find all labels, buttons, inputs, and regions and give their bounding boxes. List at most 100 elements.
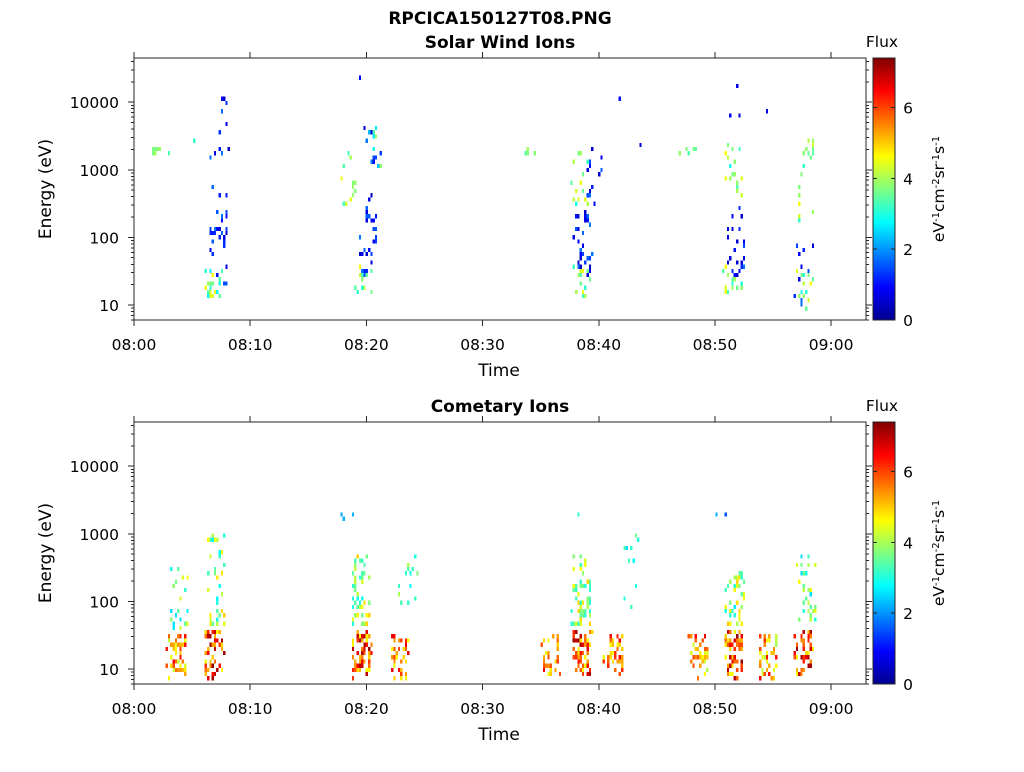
flux-cell	[577, 600, 580, 605]
flux-cell	[733, 604, 736, 609]
flux-cell	[374, 235, 378, 240]
y-tick-label: 10	[99, 661, 119, 679]
y-tick-label: 1000	[80, 162, 119, 180]
flux-cell	[614, 667, 617, 672]
flux-cell	[807, 298, 810, 303]
flux-cell	[738, 205, 741, 210]
flux-cell	[220, 638, 224, 643]
flux-cell	[738, 575, 741, 580]
flux-cell	[724, 512, 727, 517]
panel-title-cometary: Cometary Ions	[431, 397, 570, 417]
flux-cell	[358, 252, 362, 257]
flux-cell	[811, 243, 815, 248]
flux-cell	[729, 613, 732, 618]
flux-cell	[218, 277, 221, 282]
flux-cell	[211, 184, 214, 189]
flux-cell	[731, 609, 734, 614]
flux-cell	[685, 147, 688, 152]
flux-cell	[802, 638, 805, 643]
y-axis-label-cometary: Energy (eV)	[36, 503, 56, 603]
flux-cell	[736, 84, 739, 89]
flux-cell	[170, 567, 173, 572]
flux-cell	[358, 604, 362, 609]
flux-cell	[623, 596, 626, 601]
flux-cell	[393, 676, 396, 681]
flux-cell	[586, 663, 589, 668]
flux-cell	[356, 638, 359, 643]
flux-cell	[805, 651, 808, 656]
flux-cell	[726, 638, 730, 643]
flux-cell	[354, 588, 357, 593]
flux-cell	[809, 634, 812, 639]
flux-cell	[800, 672, 803, 677]
flux-cell	[809, 646, 812, 651]
flux-cell	[211, 252, 214, 257]
flux-cell	[802, 294, 805, 299]
flux-cell	[209, 294, 212, 299]
flux-cell	[588, 613, 592, 618]
flux-cell	[393, 663, 396, 668]
flux-cell	[602, 655, 605, 660]
flux-cell	[374, 155, 378, 160]
flux-cell	[354, 575, 357, 580]
flux-cell	[807, 268, 810, 273]
flux-cell	[726, 273, 730, 278]
flux-cell	[158, 147, 161, 152]
flux-cell	[172, 663, 175, 668]
flux-cell	[572, 646, 575, 651]
flux-cell	[416, 571, 419, 576]
flux-cell	[726, 142, 730, 147]
flux-cell	[172, 642, 175, 647]
flux-cell	[736, 676, 739, 681]
flux-cell	[363, 126, 366, 131]
flux-cell	[216, 226, 219, 231]
flux-cell	[775, 655, 778, 660]
flux-cell	[577, 659, 580, 664]
flux-cell	[729, 663, 732, 668]
flux-cell	[632, 558, 635, 563]
x-tick-label: 08:20	[344, 336, 389, 354]
flux-cell	[179, 646, 182, 651]
flux-cell	[809, 630, 812, 635]
flux-cell	[607, 659, 610, 664]
flux-cell	[593, 201, 596, 206]
flux-cell	[351, 583, 355, 588]
flux-cell	[374, 239, 378, 244]
flux-cell	[358, 264, 362, 269]
flux-cell	[365, 630, 368, 635]
axes-solar-wind: 08:00 08:10 08:20 08:30 08:40 08:50 09:00 10 100…	[70, 52, 872, 354]
flux-cell	[207, 630, 210, 635]
flux-cell	[358, 273, 362, 278]
flux-cell	[795, 642, 799, 647]
flux-cell	[361, 604, 364, 609]
flux-cell	[361, 596, 364, 601]
flux-cell	[209, 247, 212, 252]
flux-cell	[204, 659, 207, 664]
flux-cell	[351, 512, 355, 517]
flux-cell	[172, 667, 175, 672]
flux-cell	[354, 189, 357, 194]
flux-cell	[621, 667, 624, 672]
flux-cell	[731, 655, 734, 660]
flux-cell	[581, 231, 585, 236]
flux-cell	[811, 142, 815, 147]
flux-cell	[179, 663, 182, 668]
flux-cell	[588, 277, 592, 282]
flux-cell	[763, 642, 766, 647]
flux-cell	[726, 260, 730, 265]
flux-cell	[577, 638, 580, 643]
flux-cell	[726, 155, 730, 160]
x-tick-label: 08:00	[112, 700, 157, 718]
flux-cell	[805, 147, 808, 152]
flux-cell	[726, 667, 730, 672]
flux-cell	[701, 659, 704, 664]
flux-cell	[611, 651, 615, 656]
flux-cell	[575, 596, 578, 601]
flux-cell	[795, 672, 799, 677]
flux-cell	[227, 147, 230, 152]
flux-cell	[795, 667, 799, 672]
flux-cell	[800, 667, 803, 672]
flux-cell	[368, 575, 371, 580]
flux-cell	[372, 134, 375, 139]
flux-cell	[361, 634, 364, 639]
